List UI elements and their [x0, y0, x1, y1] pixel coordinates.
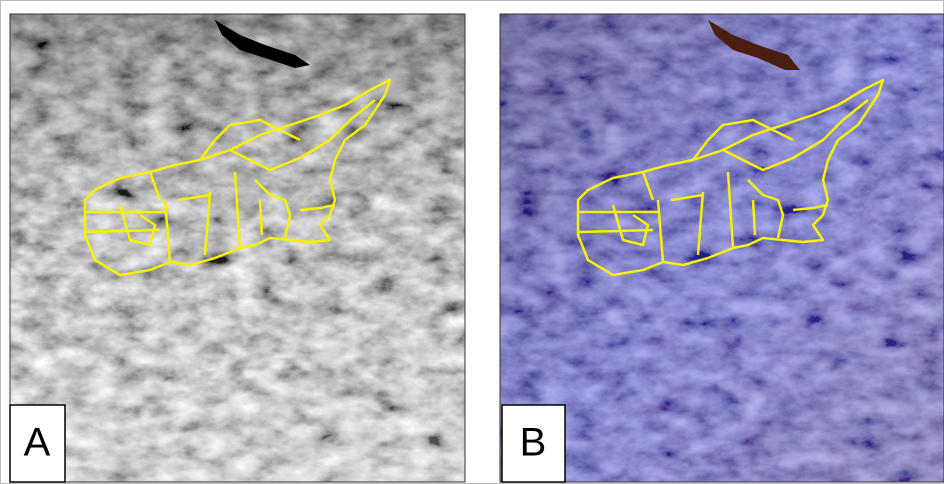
shading: [500, 14, 944, 482]
panel-label: B: [520, 421, 547, 465]
panel-label: A: [24, 421, 51, 465]
figure: A B: [0, 0, 944, 484]
page: A B (() => { const data = JSON.parse(doc…: [0, 0, 944, 484]
panel-a: [10, 14, 465, 482]
panel-b: [500, 14, 944, 482]
